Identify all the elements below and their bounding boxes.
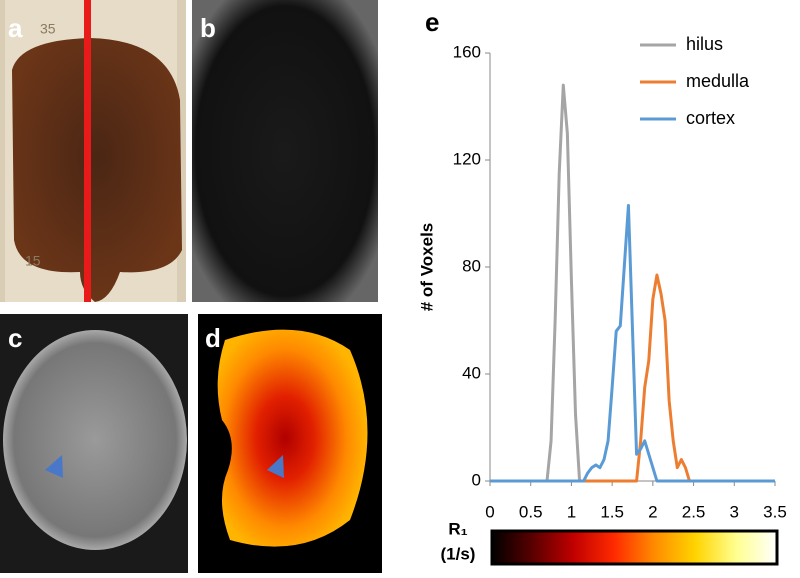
x-tick-label: 2.5 — [682, 502, 706, 521]
arrowhead — [45, 455, 63, 478]
legend-label: cortex — [686, 108, 735, 128]
colorbar-label: R₁ — [448, 519, 467, 538]
arrowhead — [267, 455, 284, 478]
mri-image — [192, 0, 378, 302]
legend-label: medulla — [686, 71, 750, 91]
r1-map — [217, 329, 368, 547]
panel-label: c — [8, 323, 22, 353]
series-line — [545, 83, 582, 482]
panel-c: c — [0, 314, 188, 573]
scale-label: 15 — [25, 253, 41, 269]
colorbar-unit: (1/s) — [441, 544, 476, 563]
x-tick-label: 0 — [485, 502, 494, 521]
mri-kidney — [3, 330, 187, 550]
y-tick-label: 120 — [453, 149, 481, 168]
y-tick-label: 40 — [462, 363, 481, 382]
x-tick-label: 3.5 — [763, 502, 787, 521]
panel-label: d — [205, 323, 221, 353]
x-tick-label: 1.5 — [600, 502, 624, 521]
series-line — [490, 203, 775, 483]
y-tick-label: 80 — [462, 256, 481, 275]
y-tick-label: 0 — [472, 470, 481, 489]
panel-label: a — [8, 13, 23, 43]
x-tick-label: 1 — [567, 502, 576, 521]
y-axis-label: # of Voxels — [417, 223, 436, 312]
colorbar — [490, 529, 779, 566]
slice-line — [84, 0, 91, 302]
specimen — [12, 38, 182, 302]
panel-a: 35 15 a — [0, 0, 186, 302]
series-line — [579, 273, 691, 483]
scale-label: 35 — [40, 21, 56, 37]
y-tick-label: 160 — [453, 42, 481, 61]
x-tick-label: 0.5 — [519, 502, 543, 521]
panel-d: d — [198, 314, 382, 573]
panel-label: b — [200, 13, 216, 43]
x-tick-label: 3 — [730, 502, 739, 521]
panel-label: e — [425, 7, 439, 37]
panel-b: b — [192, 0, 378, 302]
x-tick-label: 2 — [648, 502, 657, 521]
legend-label: hilus — [686, 34, 723, 54]
